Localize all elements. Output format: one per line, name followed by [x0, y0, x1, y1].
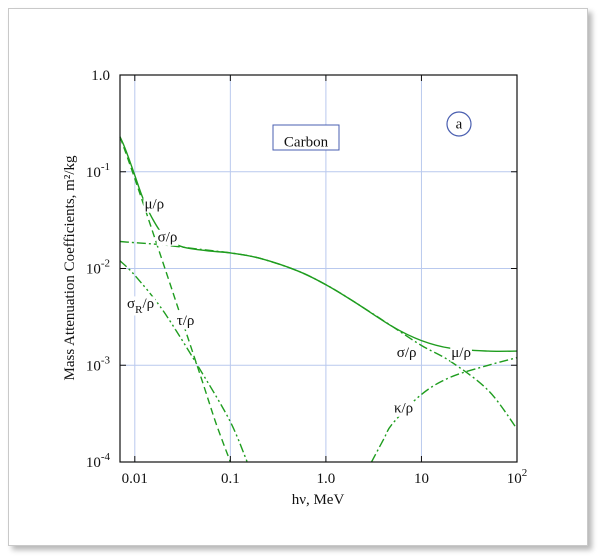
curve-label-sigma-rho: σ/ρ — [395, 345, 418, 362]
curve-labels: μ/ρ σ/ρ σR/ρ τ/ρ σ/ρ μ/ρ κ/ρ — [126, 196, 472, 417]
curve-label-backing — [156, 229, 179, 246]
y-tick-label: 1.0 — [91, 68, 110, 84]
y-tick-label: 10-2 — [86, 258, 110, 278]
curve-label-backing — [392, 400, 415, 417]
curve-label-text: σ/ρ — [397, 346, 417, 362]
material-label-box: Carbon — [272, 124, 340, 151]
curve-label-backing — [175, 313, 196, 330]
y-tick-label: 10-4 — [86, 451, 111, 471]
curve-label-text: κ/ρ — [394, 401, 413, 417]
y-axis-title: Mass Attenuation Coefficients, m²/kg — [62, 155, 78, 381]
y-tick-label: 10-3 — [86, 354, 111, 374]
curve-label-backing — [126, 296, 156, 316]
curve-label-kappa-rho: κ/ρ — [392, 400, 415, 417]
x-tick-label: 102 — [507, 467, 528, 487]
curve-label-backing — [143, 196, 166, 213]
material-label: Carbon — [284, 134, 329, 150]
curve-label-tau-rho: τ/ρ — [175, 313, 196, 330]
curve-label-backing — [450, 345, 472, 362]
y-tick-label: 10-1 — [86, 161, 110, 181]
x-tick-label: 0.1 — [221, 471, 240, 487]
curve-label-text: σ/ρ — [158, 230, 178, 246]
series-sigma-r-rho-line — [119, 260, 248, 463]
x-tick-label: 0.01 — [122, 471, 148, 487]
curve-label-mu-rho: μ/ρ — [143, 196, 166, 213]
x-tick-label: 10 — [414, 471, 429, 487]
panel-badge-label: a — [456, 116, 463, 132]
series-kappa-rho-line — [370, 356, 518, 463]
series-mu-rho-line — [119, 136, 518, 353]
x-tick-label: 1.0 — [317, 471, 336, 487]
curve-label-sigma-rho: σ/ρ — [156, 229, 179, 246]
curve-label-backing — [395, 345, 418, 362]
panel-badge: a — [446, 111, 472, 137]
curve-label-text: μ/ρ — [451, 346, 471, 362]
x-axis-title: hν, MeV — [292, 492, 345, 508]
curve-label-text: σR/ρ — [127, 296, 154, 315]
curve-label-sigma-r-rho: σR/ρ — [126, 296, 156, 316]
curve-label-text: τ/ρ — [177, 313, 195, 329]
grid — [120, 75, 517, 462]
curve-label-text: μ/ρ — [144, 197, 164, 213]
curve-label-mu-rho: μ/ρ — [450, 345, 472, 362]
